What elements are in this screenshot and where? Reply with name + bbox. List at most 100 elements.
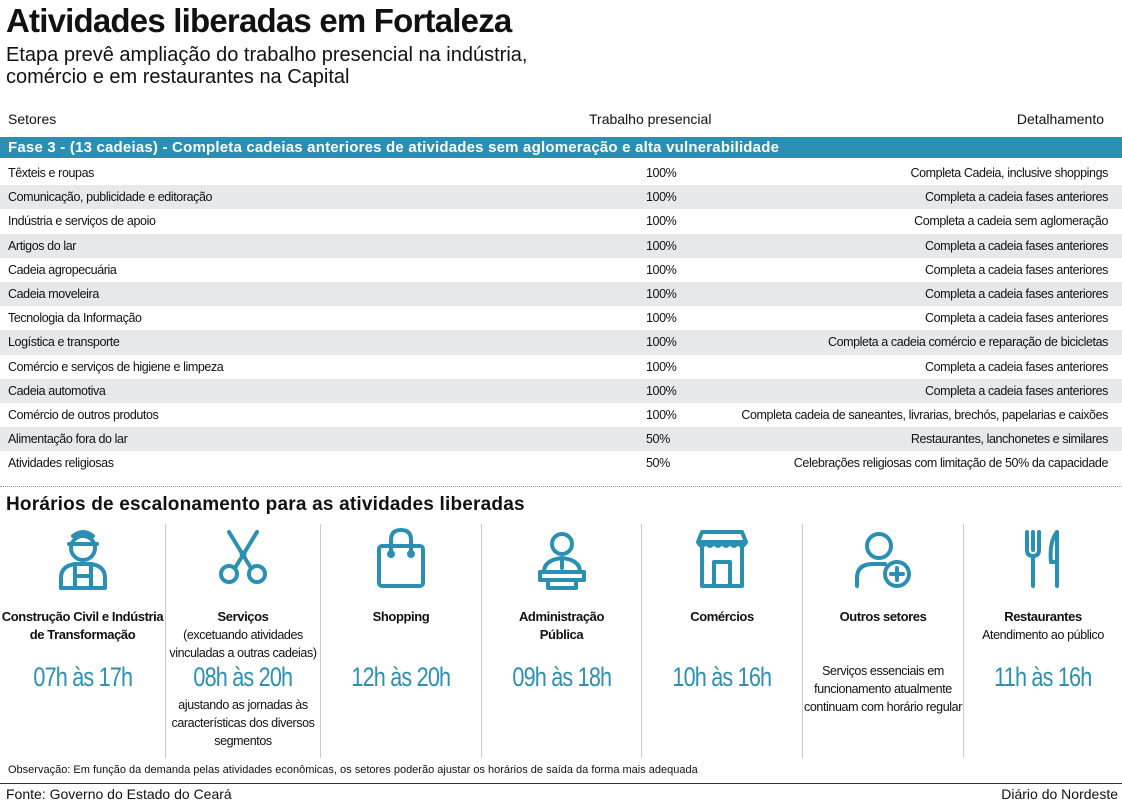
percent-cell: 50% — [646, 456, 670, 471]
schedule-note: características dos diversos — [171, 716, 315, 730]
sector-cell: Indústria e serviços de apoio — [8, 214, 156, 229]
schedule-time: 07h às 17h — [33, 662, 133, 692]
percent-cell: 100% — [646, 311, 677, 326]
percent-cell: 100% — [646, 214, 677, 229]
table-row: Têxteis e roupas 100% Completa Cadeia, inc… — [0, 161, 1122, 185]
schedule-time: 11h às 16h — [994, 662, 1092, 692]
table-row: Comércio de outros produtos 100% Completa … — [0, 403, 1122, 427]
table-row: Comércio e serviços de higiene e limpeza… — [0, 355, 1122, 379]
subtitle: Etapa prevê ampliação do trabalho presen… — [6, 44, 706, 88]
table-row: Cadeia moveleira 100% Completa a cadeia fa… — [0, 281, 1122, 307]
brand: Diário do Nordeste — [1001, 786, 1118, 802]
percent-cell: 100% — [646, 335, 677, 350]
storefront-icon — [696, 530, 748, 588]
subtitle-line: comércio e em restaurantes na Capital — [6, 66, 350, 88]
detail-cell: Completa cadeia de saneantes, livrarias,… — [741, 407, 1108, 422]
table-row: Logística e transporte 100% Completa a cad… — [0, 330, 1122, 355]
sector-cell: Cadeia agropecuária — [8, 262, 117, 277]
table-row: Indústria e serviços de apoio 100% Complet… — [0, 209, 1122, 233]
public-servant-icon — [537, 532, 586, 590]
table-row: Comunicação, publicidade e editoração 100… — [0, 185, 1122, 210]
table-row: Alimentação fora do lar 50% Restaurantes, … — [0, 427, 1122, 452]
percent-cell: 100% — [646, 238, 677, 253]
column-header-detalhamento: Detalhamento — [1016, 111, 1104, 127]
schedule-description: Atendimento ao público — [982, 628, 1104, 642]
percent-cell: 100% — [646, 262, 677, 277]
schedule-note: funcionamento atualmente — [814, 682, 952, 696]
percent-cell: 50% — [646, 432, 670, 447]
shopping-bag-icon — [377, 528, 425, 588]
sector-cell: Atividades religiosas — [8, 456, 114, 471]
schedule-time: 08h às 20h — [193, 662, 294, 692]
divider — [0, 486, 1122, 487]
table-row: Tecnologia da Informação 100% Completa a c… — [0, 306, 1122, 330]
schedule-item: Shopping 12h às 20h — [320, 524, 481, 758]
percent-cell: 100% — [646, 359, 677, 374]
detail-cell: Restaurantes, lanchonetes e similares — [910, 432, 1109, 447]
schedule-time: 10h às 16h — [672, 662, 773, 692]
schedule-label: Administração — [518, 609, 605, 624]
schedule-grid: Construção Civil e Indústria de Transform… — [0, 524, 1122, 758]
detail-cell: Completa a cadeia sem aglomeração — [914, 214, 1108, 229]
column-header-setores: Setores — [8, 111, 57, 127]
column-header-trabalho: Trabalho presencial — [589, 111, 712, 127]
sector-cell: Cadeia automotiva — [8, 383, 106, 398]
percent-cell: 100% — [646, 286, 677, 301]
detail-cell: Completa a cadeia comércio e reparação d… — [827, 335, 1108, 350]
schedule-label: de Transformação — [29, 627, 136, 642]
schedule-label: Restaurantes — [1004, 609, 1082, 624]
percent-cell: 100% — [646, 190, 677, 205]
schedule-description: (excetuando atividades — [183, 628, 303, 642]
detail-cell: Completa a cadeia fases anteriores — [924, 238, 1108, 253]
detail-cell: Celebrações religiosas com limitação de … — [793, 456, 1109, 471]
footer-rule — [0, 783, 1122, 784]
schedule-label: Outros setores — [839, 609, 927, 624]
schedule-note: segmentos — [214, 734, 272, 748]
phase-banner: Fase 3 - (13 cadeias) - Completa cadeias… — [0, 137, 1122, 158]
worker-icon — [58, 530, 107, 590]
observation: Observação: Em função da demanda pelas a… — [8, 764, 698, 776]
schedule-label: Construção Civil e Indústria — [1, 609, 164, 624]
detail-cell: Completa a cadeia fases anteriores — [924, 190, 1108, 205]
table-body: Têxteis e roupas 100% Completa Cadeia, inc… — [0, 161, 1122, 475]
fork-knife-icon — [1025, 530, 1059, 588]
schedule-label: Serviços — [217, 609, 269, 624]
schedule-label: Shopping — [372, 609, 430, 624]
schedule-item: Construção Civil e Indústria de Transform… — [0, 524, 165, 758]
source: Fonte: Governo do Estado do Ceará — [6, 786, 232, 802]
sector-cell: Comércio de outros produtos — [8, 407, 159, 422]
scissors-icon — [219, 530, 267, 584]
sector-cell: Tecnologia da Informação — [8, 311, 142, 326]
schedule-label: Pública — [539, 627, 584, 642]
schedule-note: continuam com horário regular — [804, 700, 962, 714]
person-plus-icon — [855, 532, 911, 588]
schedule-description: vinculadas a outras cadeias) — [169, 646, 317, 660]
detail-cell: Completa a cadeia fases anteriores — [924, 286, 1108, 301]
schedule-item: Administração Pública 09h às 18h — [481, 524, 641, 758]
subtitle-line: Etapa prevê ampliação do trabalho presen… — [6, 44, 528, 66]
schedule-item: Comércios 10h às 16h — [641, 524, 802, 758]
sector-cell: Têxteis e roupas — [8, 166, 95, 180]
schedule-note: ajustando as jornadas às — [178, 698, 308, 712]
percent-cell: 100% — [646, 166, 677, 180]
table-row: Artigos do lar 100% Completa a cadeia fase… — [0, 233, 1122, 258]
schedule-note: Serviços essenciais em — [822, 664, 944, 678]
detail-cell: Completa a cadeia fases anteriores — [924, 383, 1108, 398]
sector-cell: Cadeia moveleira — [8, 286, 99, 301]
sector-cell: Artigos do lar — [8, 238, 77, 253]
table-row: Atividades religiosas 50% Celebrações reli… — [0, 451, 1122, 475]
schedule-item: Outros setores Serviços essenciais em func… — [802, 524, 963, 758]
schedule-label: Comércios — [690, 609, 754, 624]
schedule-time: 09h às 18h — [512, 662, 612, 692]
section-title: Horários de escalonamento para as ativid… — [6, 494, 525, 515]
sector-cell: Alimentação fora do lar — [8, 432, 128, 447]
schedule-time: 12h às 20h — [351, 662, 452, 692]
sector-cell: Comunicação, publicidade e editoração — [8, 190, 213, 205]
page-title: Atividades liberadas em Fortaleza — [6, 2, 512, 39]
table-row: Cadeia agropecuária 100% Completa a cadeia… — [0, 258, 1122, 282]
percent-cell: 100% — [646, 407, 677, 422]
detail-cell: Completa a cadeia fases anteriores — [924, 311, 1108, 326]
sector-cell: Logística e transporte — [8, 335, 120, 350]
detail-cell: Completa Cadeia, inclusive shoppings — [910, 166, 1108, 180]
sector-cell: Comércio e serviços de higiene e limpeza — [8, 359, 224, 374]
